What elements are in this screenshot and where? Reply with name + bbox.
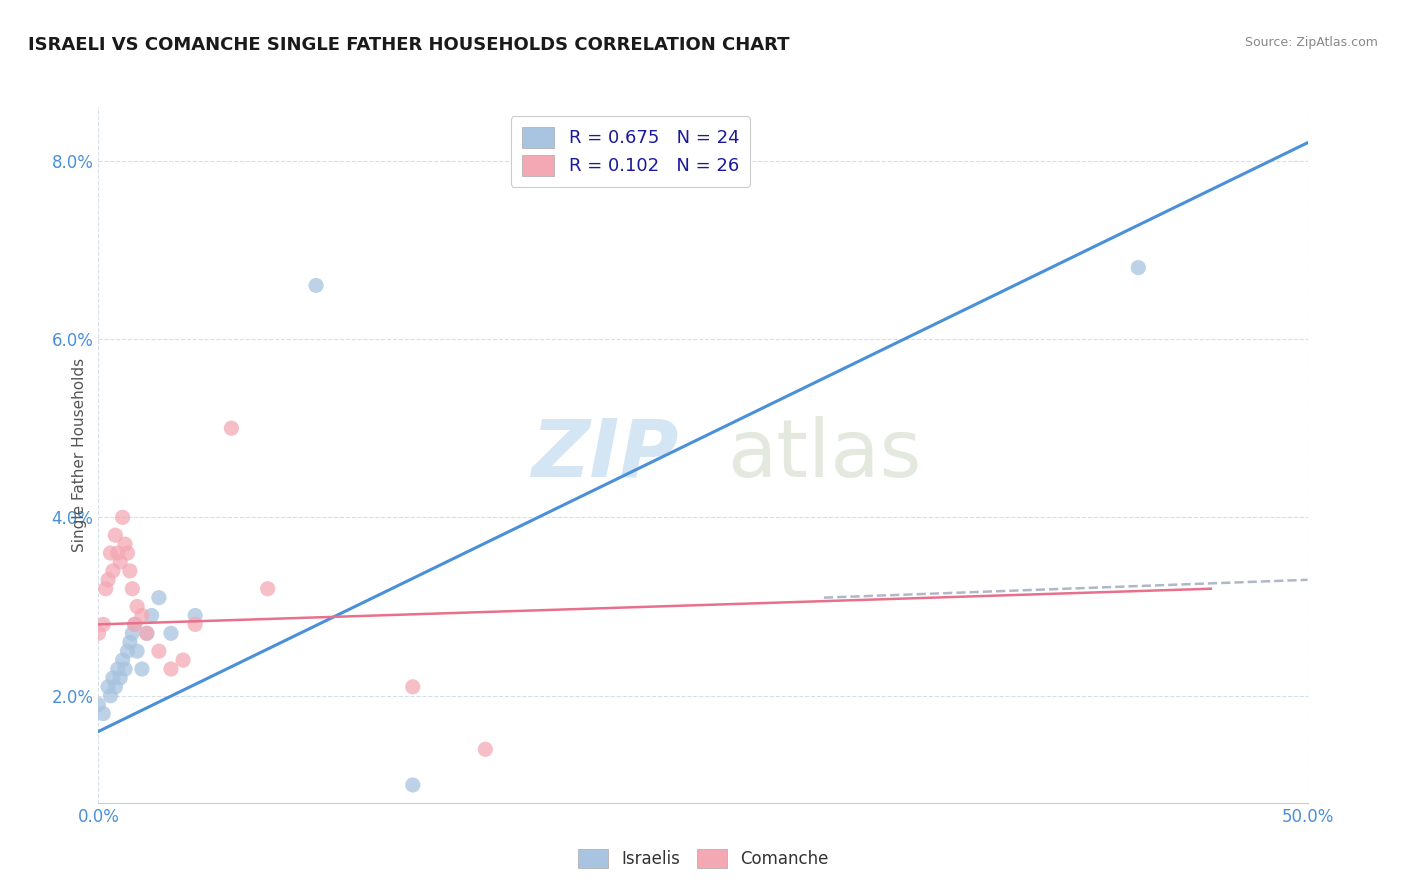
Point <box>135 626 157 640</box>
Point <box>184 608 207 623</box>
Point <box>402 680 425 694</box>
Point <box>100 546 122 560</box>
Point <box>118 635 141 649</box>
Point <box>256 582 278 596</box>
Point <box>100 689 122 703</box>
Point <box>107 546 129 560</box>
Text: Source: ZipAtlas.com: Source: ZipAtlas.com <box>1244 36 1378 49</box>
Point <box>402 778 425 792</box>
Point <box>97 680 120 694</box>
Point <box>1128 260 1150 275</box>
Point <box>160 662 183 676</box>
Point <box>221 421 243 435</box>
Point <box>127 644 149 658</box>
Point <box>107 662 129 676</box>
Point <box>111 653 134 667</box>
Point <box>97 573 120 587</box>
Point <box>172 653 194 667</box>
Point <box>108 555 131 569</box>
Point <box>148 591 170 605</box>
Point <box>124 617 146 632</box>
Point <box>91 706 114 721</box>
Point <box>305 278 328 293</box>
Point <box>474 742 496 756</box>
Point <box>114 537 136 551</box>
Point <box>184 617 207 632</box>
Point <box>135 626 157 640</box>
Point <box>121 582 143 596</box>
Legend: R = 0.675   N = 24, R = 0.102   N = 26: R = 0.675 N = 24, R = 0.102 N = 26 <box>510 116 749 186</box>
Point <box>111 510 134 524</box>
Point <box>87 626 110 640</box>
Point <box>121 626 143 640</box>
Point <box>114 662 136 676</box>
Point <box>104 528 127 542</box>
Point <box>104 680 127 694</box>
Point <box>117 546 139 560</box>
Text: ZIP: ZIP <box>531 416 679 494</box>
Point <box>108 671 131 685</box>
Point <box>160 626 183 640</box>
Point <box>101 564 124 578</box>
Point <box>87 698 110 712</box>
Point <box>131 608 153 623</box>
Legend: Israelis, Comanche: Israelis, Comanche <box>571 842 835 875</box>
Point <box>91 617 114 632</box>
Point <box>118 564 141 578</box>
Text: ISRAELI VS COMANCHE SINGLE FATHER HOUSEHOLDS CORRELATION CHART: ISRAELI VS COMANCHE SINGLE FATHER HOUSEH… <box>28 36 790 54</box>
Point <box>131 662 153 676</box>
Y-axis label: Single Father Households: Single Father Households <box>72 358 87 552</box>
Point <box>148 644 170 658</box>
Point <box>127 599 149 614</box>
Point <box>124 617 146 632</box>
Point <box>117 644 139 658</box>
Text: atlas: atlas <box>727 416 921 494</box>
Point <box>141 608 163 623</box>
Point <box>101 671 124 685</box>
Point <box>94 582 117 596</box>
